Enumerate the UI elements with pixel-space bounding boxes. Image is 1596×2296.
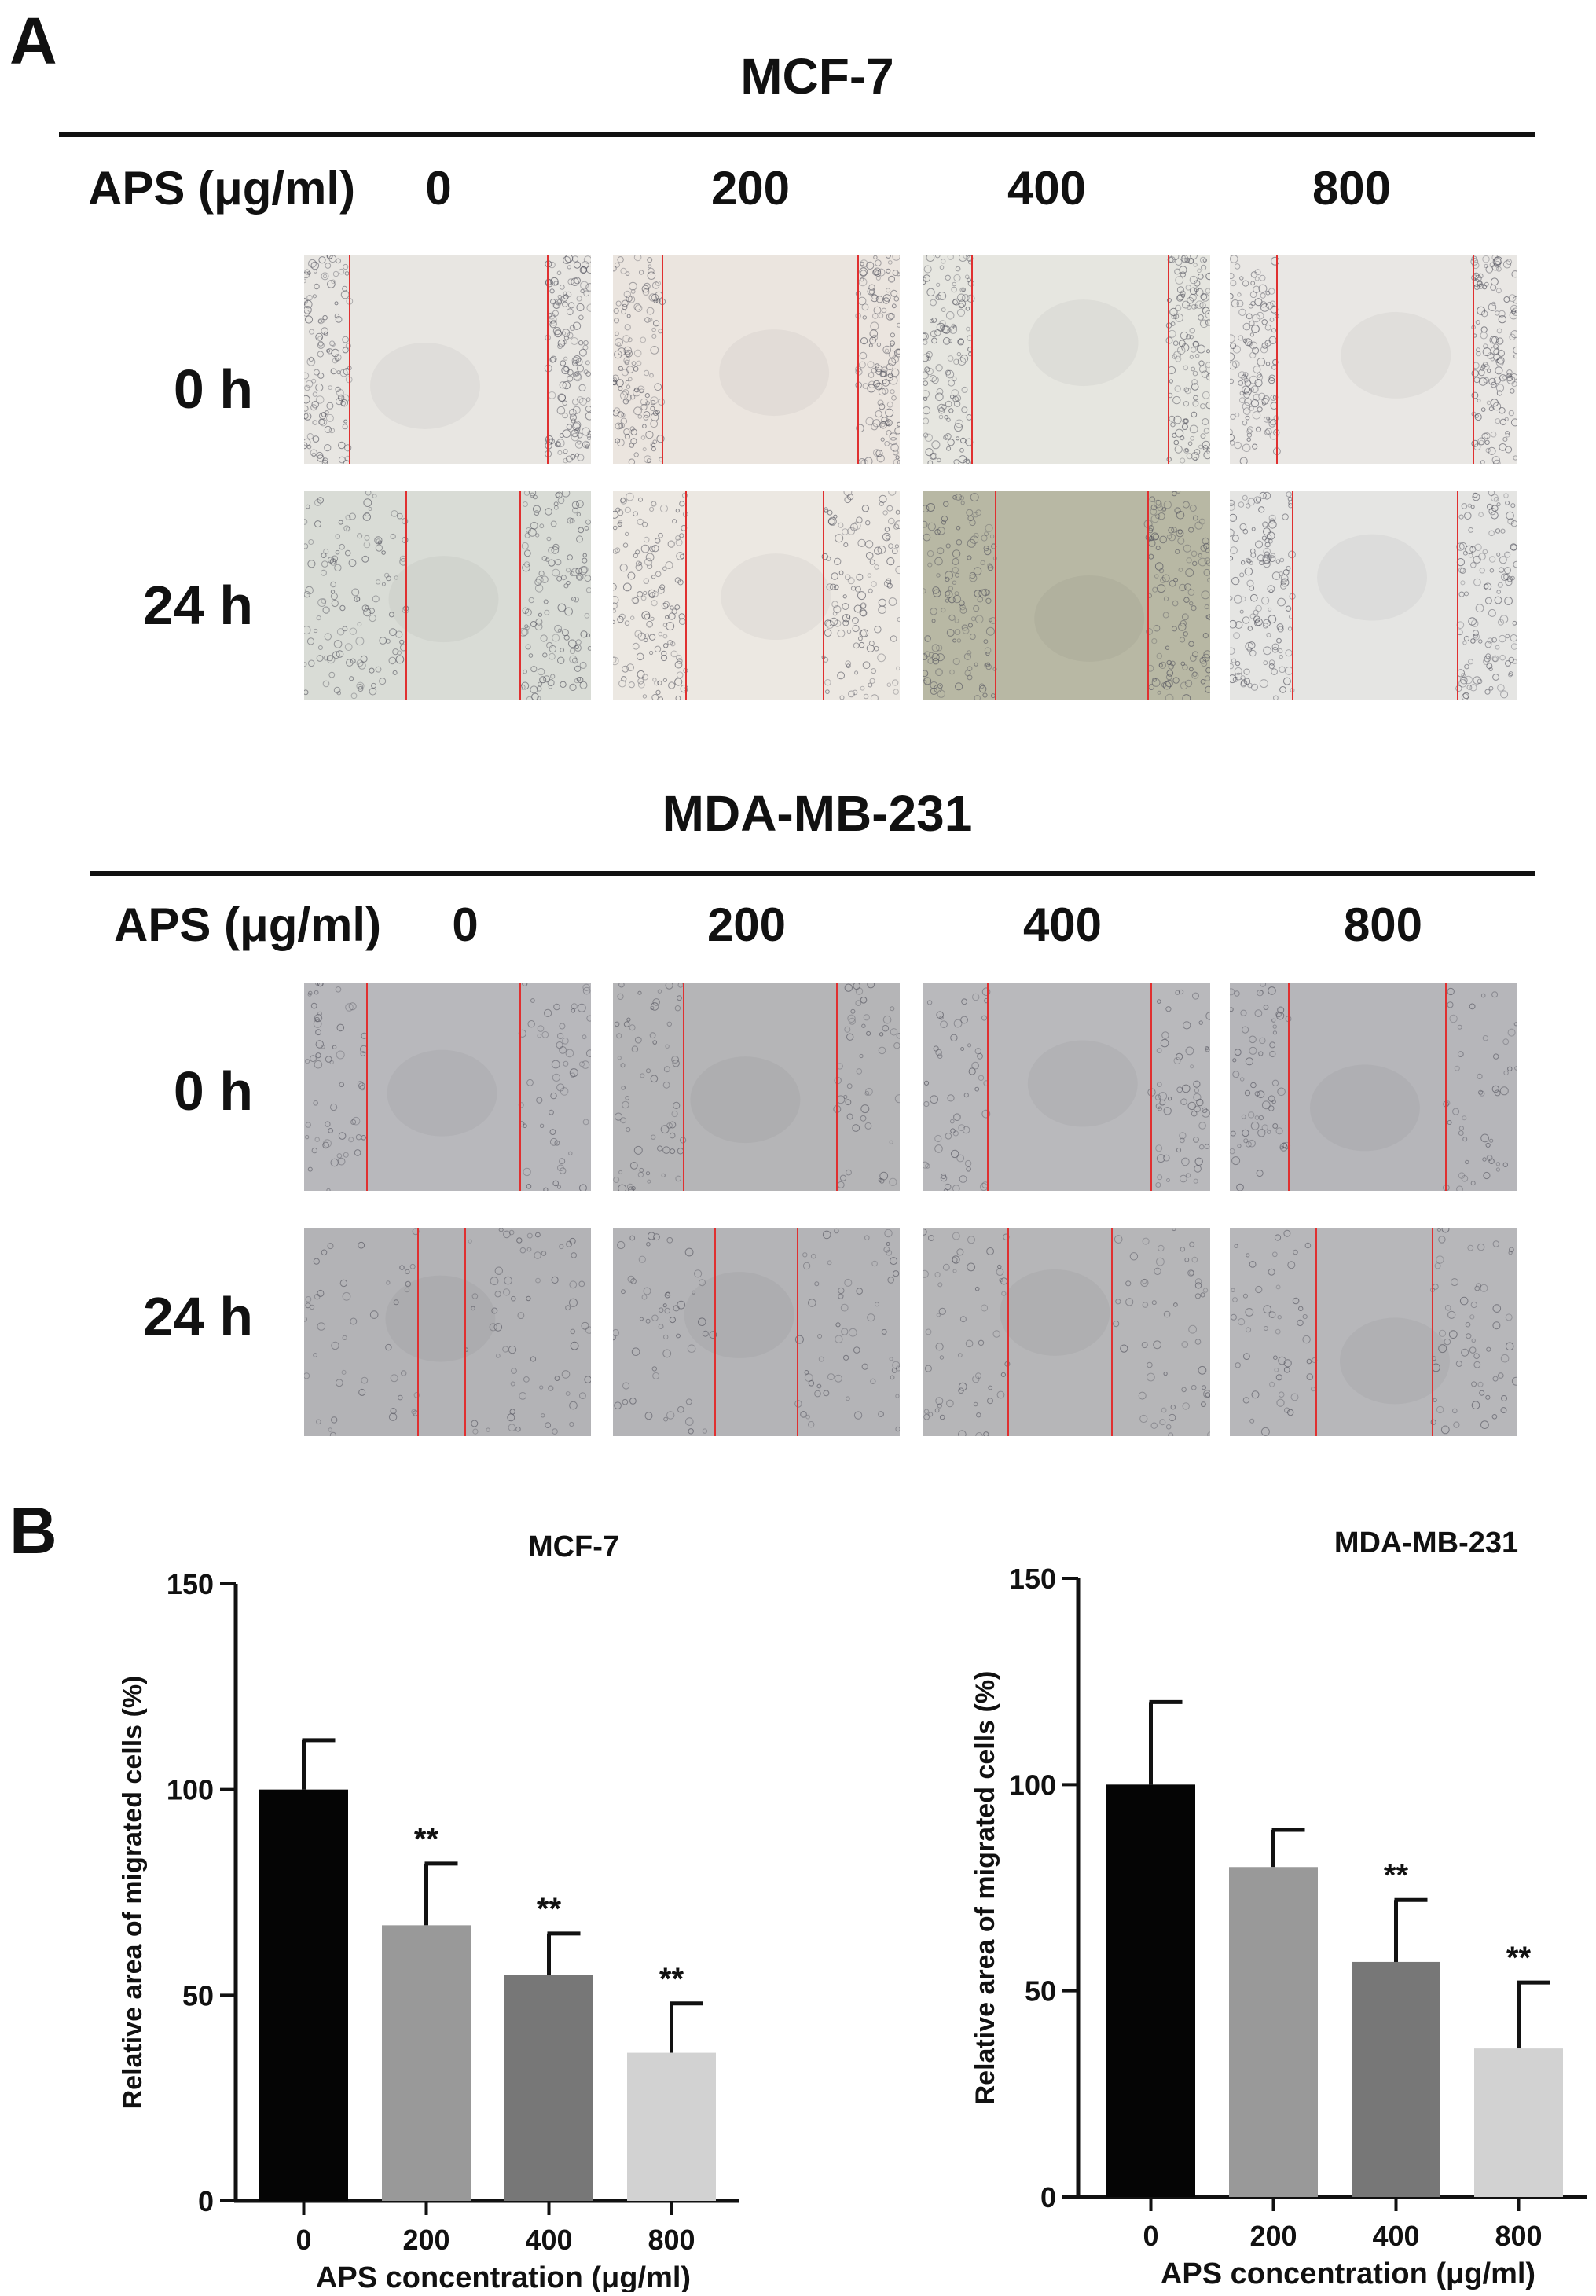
mda-significance-marker: ** bbox=[1506, 1941, 1532, 1975]
mda-dose-800: 800 bbox=[1343, 898, 1423, 951]
mda-bar-800 bbox=[1474, 2048, 1563, 2197]
mda-title: MDA-MB-231 bbox=[662, 785, 973, 842]
mcf7-time-24h: 24 h bbox=[142, 575, 253, 636]
micrograph-mda-0h-dose400 bbox=[923, 983, 1210, 1191]
mcf7-bar-800 bbox=[627, 2052, 716, 2201]
mda-x-tick-label: 200 bbox=[1249, 2220, 1297, 2252]
bar-charts: MCF-7 0 50 100 150 Relative area of migrated … bbox=[0, 1478, 1596, 2294]
micrograph-mda-24h-dose400 bbox=[923, 1228, 1210, 1436]
mda-x-tick-label: 400 bbox=[1372, 2220, 1419, 2252]
mda-y-tick-label: 0 bbox=[1040, 2181, 1056, 2213]
mda-y-tick-label: 50 bbox=[1025, 1975, 1056, 2008]
mcf7-x-tick-label: 0 bbox=[295, 2224, 311, 2256]
mcf7-y-axis-label: Relative area of migrated cells (%) bbox=[118, 1676, 148, 2110]
mcf7-y-tick-label: 100 bbox=[167, 1774, 214, 1806]
mda-dose-0: 0 bbox=[452, 898, 479, 951]
mda-x-tick-label: 800 bbox=[1495, 2220, 1542, 2252]
mcf7-significance-marker: ** bbox=[537, 1892, 562, 1927]
micrograph-mda-24h-dose200 bbox=[613, 1228, 900, 1436]
mcf7-x-axis-label: APS concentration (μg/ml) bbox=[316, 2261, 691, 2292]
mcf7-y-tick-label: 0 bbox=[198, 2185, 214, 2217]
mda-dose-200: 200 bbox=[706, 898, 787, 951]
micrograph-mcf7-24h-dose800 bbox=[1230, 491, 1517, 700]
mda-bar-200 bbox=[1229, 1867, 1318, 2197]
mcf7-significance-marker: ** bbox=[414, 1822, 439, 1857]
mda-chart-title: MDA-MB-231 bbox=[1334, 1526, 1518, 1559]
mda-y-tick-label: 150 bbox=[1009, 1563, 1056, 1595]
mcf7-rule bbox=[59, 132, 1535, 137]
mda-bar-400 bbox=[1352, 1961, 1440, 2197]
micrograph-mcf7-0h-dose800 bbox=[1230, 255, 1517, 464]
mcf7-x-tick-label: 400 bbox=[525, 2224, 572, 2256]
micrograph-mda-24h-dose0 bbox=[304, 1228, 591, 1436]
mcf7-bar-400 bbox=[504, 1975, 593, 2201]
micrograph-mcf7-0h-dose200 bbox=[613, 255, 900, 464]
micrograph-mda-24h-dose800 bbox=[1230, 1228, 1517, 1436]
micrograph-mcf7-24h-dose0 bbox=[304, 491, 591, 700]
mcf7-significance-marker: ** bbox=[659, 1962, 684, 1997]
mcf7-aps-label: APS (μg/ml) bbox=[88, 162, 356, 215]
mda-time-0h: 0 h bbox=[173, 1060, 253, 1122]
panel-letter-b: B bbox=[9, 1493, 57, 1567]
mcf7-bar-0 bbox=[259, 1789, 348, 2201]
mda-x-axis-label: APS concentration (μg/ml) bbox=[1161, 2257, 1535, 2290]
mcf7-dose-400: 400 bbox=[1007, 162, 1087, 215]
micrograph-mcf7-0h-dose400 bbox=[923, 255, 1210, 464]
mcf7-dose-800: 800 bbox=[1312, 162, 1392, 215]
micrograph-mcf7-24h-dose400 bbox=[923, 491, 1210, 700]
mcf7-time-0h: 0 h bbox=[173, 358, 253, 420]
micrograph-mda-0h-dose200 bbox=[613, 983, 900, 1191]
mda-significance-marker: ** bbox=[1384, 1858, 1409, 1893]
mda-x-tick-label: 0 bbox=[1143, 2220, 1158, 2252]
micrograph-mda-0h-dose0 bbox=[304, 983, 591, 1191]
mda-y-tick-label: 100 bbox=[1009, 1769, 1056, 1801]
mcf7-x-tick-label: 200 bbox=[402, 2224, 449, 2256]
mcf7-bar-200 bbox=[382, 1925, 471, 2201]
mcf7-dose-200: 200 bbox=[710, 162, 791, 215]
mda-dose-400: 400 bbox=[1022, 898, 1103, 951]
mda-y-axis-label: Relative area of migrated cells (%) bbox=[970, 1671, 1000, 2105]
mda-rule bbox=[90, 871, 1535, 876]
mcf7-x-tick-label: 800 bbox=[648, 2224, 695, 2256]
mcf7-title: MCF-7 bbox=[740, 48, 894, 105]
mcf7-y-tick-label: 150 bbox=[167, 1568, 214, 1600]
panel-letter-a: A bbox=[9, 4, 57, 78]
micrograph-mda-0h-dose800 bbox=[1230, 983, 1517, 1191]
mcf7-dose-0: 0 bbox=[425, 162, 452, 215]
micrograph-mcf7-24h-dose200 bbox=[613, 491, 900, 700]
mda-time-24h: 24 h bbox=[142, 1286, 253, 1347]
micrograph-mcf7-0h-dose0 bbox=[304, 255, 591, 464]
mda-aps-label: APS (μg/ml) bbox=[114, 898, 382, 951]
mcf7-y-tick-label: 50 bbox=[182, 1979, 214, 2011]
mda-bar-0 bbox=[1106, 1784, 1195, 2197]
mcf7-chart-title: MCF-7 bbox=[528, 1530, 619, 1563]
